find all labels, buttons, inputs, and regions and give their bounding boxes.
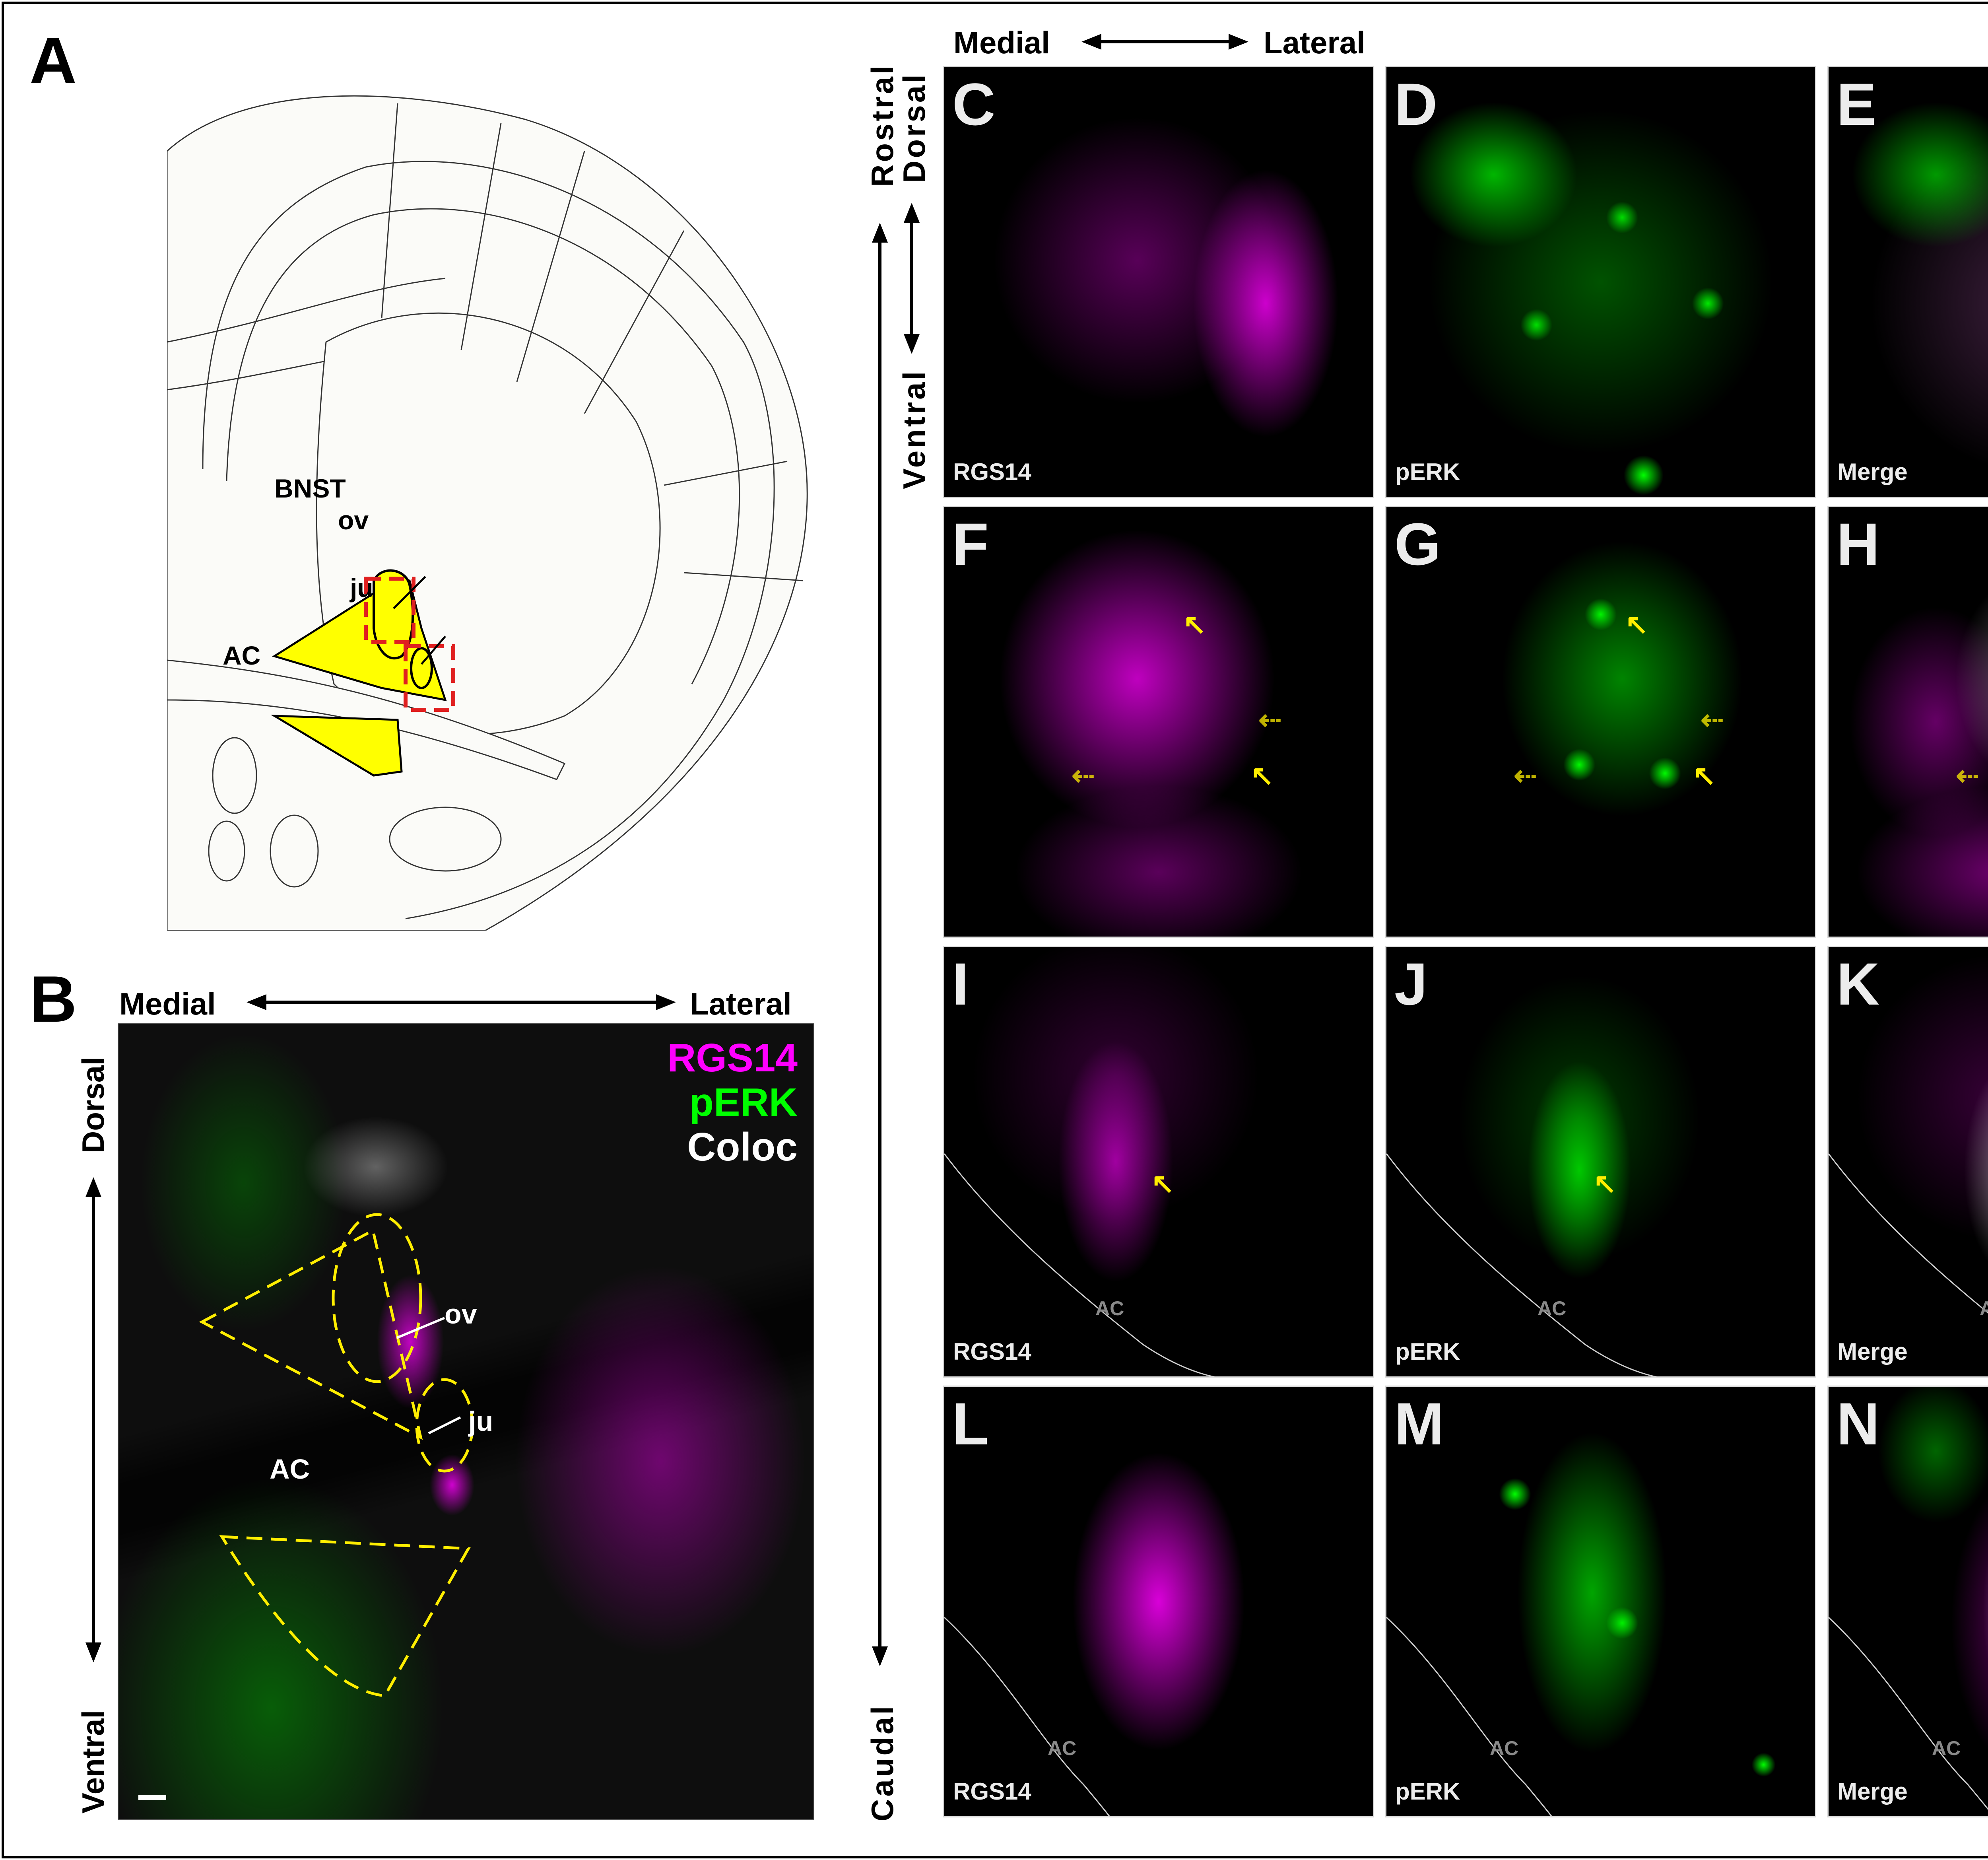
panel-letter-a: A: [29, 24, 77, 97]
axis-ventral-grid: Ventral: [897, 369, 932, 489]
yellow-dashed-arrow-icon: ⇠: [1514, 760, 1537, 791]
tile-n-merge: AC N Merge: [1827, 1386, 1988, 1817]
ac-label: AC: [1980, 1297, 1988, 1320]
axis-ventral-b: Ventral: [76, 1710, 111, 1813]
tile-j-perk: AC ↖ J pERK: [1385, 946, 1816, 1378]
tile-letter: N: [1837, 1390, 1880, 1457]
tile-i-rgs14: AC ↖ I RGS14: [943, 946, 1374, 1378]
label-ju: ju: [350, 573, 373, 603]
tile-caption: RGS14: [953, 1338, 1031, 1365]
label-bnst: BNST: [274, 474, 346, 503]
double-arrow-horizontal-grid-icon: [1081, 34, 1248, 50]
axis-lateral-grid: Lateral: [1264, 25, 1365, 60]
yellow-arrow-icon: ↖: [1625, 609, 1648, 640]
tile-letter: F: [952, 511, 989, 577]
yellow-arrow-icon: ↖: [1250, 760, 1274, 791]
tile-g-perk: G ↖ ↖ ⇠ ⇠: [1385, 506, 1816, 938]
tile-letter: K: [1837, 950, 1880, 1017]
ac-label: AC: [1490, 1737, 1519, 1759]
annot-ov: ov: [445, 1298, 477, 1329]
tile-caption: pERK: [1395, 1338, 1460, 1365]
yellow-arrow-icon: ↖: [1593, 1168, 1617, 1199]
tile-f-rgs14: F ↖ ↖ ⇠ ⇠: [943, 506, 1374, 938]
tile-letter: G: [1394, 511, 1441, 577]
yellow-arrow-icon: ↖: [1151, 1168, 1175, 1199]
brain-atlas-schematic: [167, 95, 808, 931]
tile-letter: I: [952, 950, 969, 1017]
legend-coloc: Coloc: [687, 1125, 798, 1169]
annot-ac: AC: [270, 1454, 310, 1485]
tile-caption: Merge: [1837, 459, 1908, 485]
ac-label: AC: [1095, 1297, 1124, 1320]
tile-caption: RGS14: [953, 459, 1031, 485]
double-arrow-horizontal-b-icon: [247, 994, 676, 1010]
axis-lateral-b: Lateral: [690, 986, 792, 1021]
tile-letter: C: [952, 71, 996, 138]
legend-perk: pERK: [689, 1080, 798, 1125]
tile-d-perk: D pERK: [1385, 66, 1816, 498]
panel-letter-b: B: [29, 962, 77, 1036]
yellow-arrow-icon: ↖: [1183, 609, 1206, 640]
tile-m-perk: AC M pERK: [1385, 1386, 1816, 1817]
yellow-dashed-arrow-icon: ⇠: [1072, 760, 1095, 791]
axis-medial-grid: Medial: [953, 25, 1050, 60]
tile-l-rgs14: AC L RGS14: [943, 1386, 1374, 1817]
label-ac: AC: [223, 641, 261, 670]
yellow-arrow-icon: ↖: [1693, 760, 1716, 791]
axis-rostral: Rostral: [865, 63, 900, 187]
dorsal-ventral-arrow-icon: [904, 203, 920, 354]
axis-medial-b: Medial: [119, 986, 216, 1021]
tile-caption: pERK: [1395, 1778, 1460, 1805]
tile-c-rgs14: C RGS14: [943, 66, 1374, 498]
tile-letter: M: [1394, 1390, 1444, 1457]
yellow-dashed-arrow-icon: ⇠: [1701, 704, 1724, 735]
axis-dorsal-b: Dorsal: [76, 1057, 111, 1153]
tile-letter: J: [1394, 950, 1428, 1017]
tile-k-merge: AC ↖ K Merge: [1827, 946, 1988, 1378]
region-outlines: [138, 1213, 474, 1800]
double-arrow-vertical-b-icon: [85, 1177, 101, 1662]
tile-caption: RGS14: [953, 1778, 1031, 1805]
channel-legend: RGS14 pERK Coloc: [667, 1036, 798, 1169]
label-ov: ov: [338, 505, 369, 535]
tile-letter: E: [1837, 71, 1877, 138]
yellow-dashed-arrow-icon: ⇠: [1258, 704, 1282, 735]
tile-caption: pERK: [1395, 459, 1460, 485]
tile-h-merge: H ↖ ↖ ⇠ ⇠: [1827, 506, 1988, 938]
axis-caudal: Caudal: [865, 1703, 900, 1821]
tile-caption: Merge: [1837, 1778, 1908, 1805]
ac-label: AC: [1048, 1737, 1077, 1759]
legend-rgs14: RGS14: [667, 1036, 798, 1080]
tile-caption: Merge: [1837, 1338, 1908, 1365]
micrograph-panel-b: ov ju AC RGS14 pERK Coloc: [118, 1023, 814, 1820]
tile-e-merge: E Merge: [1827, 66, 1988, 498]
axis-dorsal-grid: Dorsal: [897, 72, 932, 183]
annot-ju: ju: [468, 1406, 493, 1437]
rostral-caudal-arrow-icon: [872, 223, 888, 1666]
yellow-dashed-arrow-icon: ⇠: [1956, 760, 1979, 791]
tile-letter: H: [1837, 511, 1880, 577]
tile-letter: D: [1394, 71, 1438, 138]
ac-label: AC: [1932, 1737, 1961, 1759]
tile-letter: L: [952, 1390, 989, 1457]
ac-label: AC: [1538, 1297, 1567, 1320]
